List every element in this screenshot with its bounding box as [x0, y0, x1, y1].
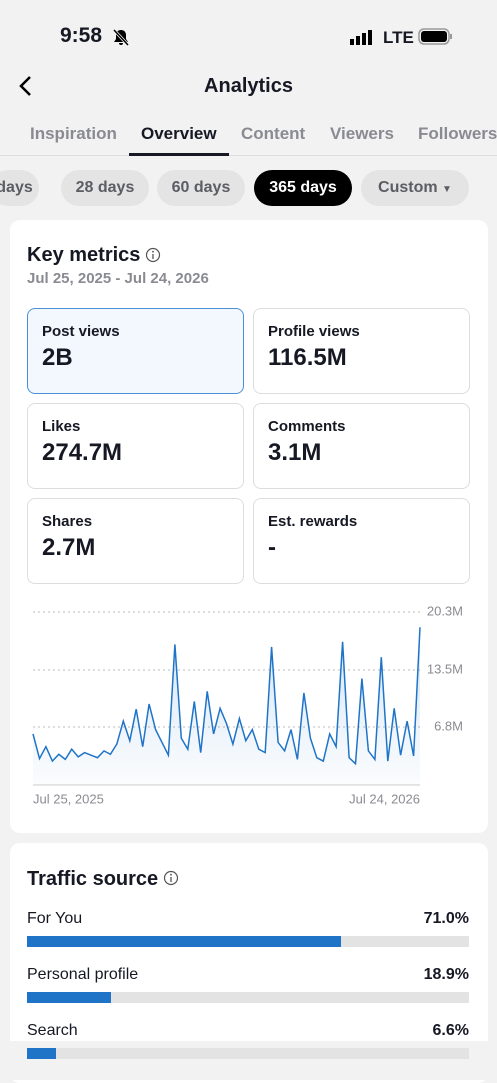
bar	[27, 992, 111, 1003]
dropdown-icon: ▼	[442, 184, 452, 195]
metric-value: 3.1M	[268, 439, 322, 466]
date-range: Jul 25, 2025 - Jul 24, 2026	[27, 270, 209, 287]
source-label: Search	[27, 1022, 78, 1039]
x-tick-label: Jul 25, 2025	[33, 791, 104, 806]
clock: 9:58	[60, 24, 103, 47]
period-label: days	[0, 179, 33, 196]
metric-label: Post views	[42, 323, 120, 340]
section-title: Traffic source	[27, 868, 159, 890]
area	[33, 627, 420, 785]
metric-label: Shares	[42, 513, 93, 530]
period-label: Custom	[378, 179, 438, 196]
bottom-bar	[0, 1041, 497, 1080]
bar-track	[27, 992, 469, 1003]
y-tick-label: 13.5M	[427, 661, 463, 676]
metric-card[interactable]: Post views 2B	[27, 308, 244, 394]
divider	[0, 155, 497, 156]
period-pill[interactable]: Custom ▼	[361, 170, 469, 206]
y-tick-label: 6.8M	[434, 718, 463, 733]
metric-label: Likes	[42, 418, 81, 435]
silent-icon	[112, 28, 130, 46]
signal-icon	[350, 30, 372, 45]
tab[interactable]: Inspiration	[30, 124, 117, 143]
metric-card[interactable]: Likes 274.7M	[27, 403, 244, 489]
network: LTE	[383, 28, 414, 47]
tab[interactable]: Overview	[141, 124, 217, 143]
source-label: Personal profile	[27, 966, 139, 983]
period-pill[interactable]: 60 days	[157, 170, 245, 206]
bar	[27, 1048, 57, 1059]
y-tick-label: 20.3M	[427, 603, 463, 618]
x-tick-label: Jul 24, 2026	[349, 791, 420, 806]
metric-value: 274.7M	[42, 439, 123, 466]
source-value: 6.6%	[432, 1022, 469, 1039]
metric-label: Est. rewards	[268, 513, 358, 530]
section-title: Key metrics	[27, 244, 141, 266]
period-label: 28 days	[75, 179, 135, 196]
page-title: Analytics	[204, 75, 293, 97]
info-icon[interactable]	[145, 247, 161, 263]
period-pill[interactable]: 28 days	[61, 170, 149, 206]
period-label: 365 days	[269, 179, 337, 196]
metric-card[interactable]: Comments 3.1M	[253, 403, 470, 489]
tab[interactable]: Followers	[418, 124, 497, 143]
metric-label: Comments	[268, 418, 346, 435]
source-value: 18.9%	[423, 966, 469, 983]
tab[interactable]: Content	[241, 124, 306, 143]
metric-value: 2.7M	[42, 534, 96, 561]
metric-value: 2B	[42, 344, 73, 371]
bar-track	[27, 1048, 469, 1059]
metric-card[interactable]: Profile views 116.5M	[253, 308, 470, 394]
period-pill[interactable]: days	[0, 170, 39, 206]
metric-label: Profile views	[268, 323, 360, 340]
period-label: 60 days	[171, 179, 231, 196]
metric-value: -	[268, 534, 276, 561]
views-chart: 6.8M 13.5M 20.3M Jul 25, 2025 Jul 24, 2026	[32, 603, 463, 806]
info-icon[interactable]	[163, 870, 179, 886]
tab[interactable]: Viewers	[330, 124, 394, 143]
tab-indicator	[129, 153, 229, 156]
line	[32, 627, 421, 766]
bar	[27, 936, 341, 947]
metric-card[interactable]: Est. rewards -	[253, 498, 470, 584]
period-pill[interactable]: 365 days	[254, 170, 352, 206]
metric-value: 116.5M	[268, 344, 347, 371]
source-value: 71.0%	[423, 910, 469, 927]
back-button[interactable]	[16, 74, 36, 98]
battery-icon	[418, 28, 452, 45]
metric-card[interactable]: Shares 2.7M	[27, 498, 244, 584]
source-label: For You	[27, 910, 83, 927]
